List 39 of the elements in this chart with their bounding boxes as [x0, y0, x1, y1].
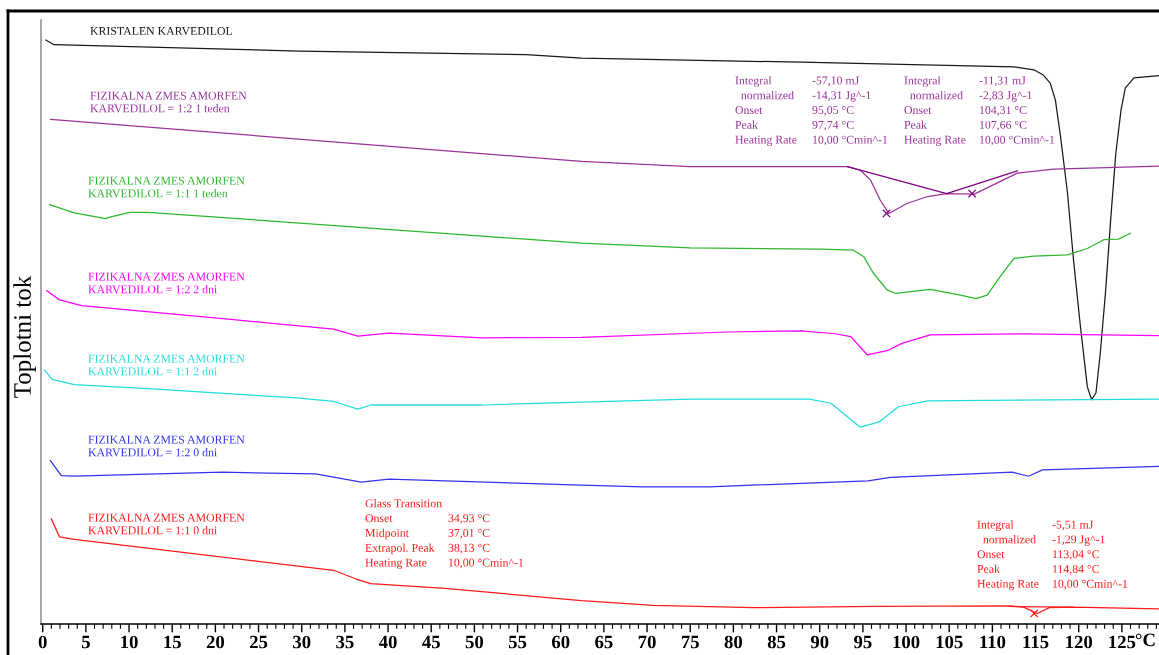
x-tick-label: 95	[854, 635, 872, 649]
x-tick-label: 0	[38, 635, 47, 649]
text: Integral -11,31 mJ normalized -2,83 Jg^-1 Onset 104,31 °C Peak 107,66 °C Heating Rate 10,00 °Cmin^-1	[904, 76, 1055, 147]
series-label: FIZIKALNA ZMES AMORFEN KARVEDILOL = 1:2 2 dni	[88, 272, 245, 294]
x-tick-label: 85	[767, 635, 786, 649]
text: Integral -5,51 mJ normalized -1,29 Jg^-1 Onset 113,04 °C Peak 114,84 °C Heating Rate 10,00 °Cmin^-1	[977, 520, 1128, 591]
x-tick-label: 55	[508, 635, 527, 649]
x-tick-label: 110	[980, 635, 1006, 649]
series-label: FIZIKALNA ZMES AMORFEN KARVEDILOL = 1:1 2 dni	[88, 354, 245, 376]
x-tick-label: 60	[551, 635, 570, 649]
text: Integral -57,10 mJ normalized -14,31 Jg^-1 Onset 95,05 °C Peak 97,74 °C Heating Rate 10,00 °Cmin^-1	[735, 76, 888, 147]
series-label: FIZIKALNA ZMES AMORFEN KARVEDILOL = 1:1 1 teden	[88, 176, 245, 198]
x-tick-label: 125	[1109, 635, 1136, 649]
x-tick-label: 10	[121, 635, 138, 649]
x-tick-label: 20	[206, 635, 225, 649]
series-label: FIZIKALNA ZMES AMORFEN KARVEDILOL = 1:1 0 dni	[88, 513, 245, 535]
x-tick-label: 115	[1023, 635, 1049, 649]
x-tick-label: 70	[638, 635, 656, 649]
x-tick-label: 25	[249, 635, 268, 649]
series-label: FIZIKALNA ZMES AMORFEN KARVEDILOL = 1:2 1 teden	[90, 91, 247, 113]
x-tick-label: 90	[810, 635, 829, 649]
x-tick-label: 105	[936, 635, 963, 649]
x-tick-label: 30	[293, 635, 311, 649]
x-tick-label: 45	[422, 635, 440, 649]
x-tick-label: 80	[724, 635, 743, 649]
x-tick-label: 65	[595, 635, 613, 649]
text: Glass Transition Onset 34,93 °C Midpoint 37,01 °C Extrapol. Peak 38,13 °C Heating Rate 10,00 °Cmin^-1	[365, 499, 524, 569]
series-label: FIZIKALNA ZMES AMORFEN KARVEDILOL = 1:2 0 dni	[88, 435, 245, 457]
x-tick-label: 120	[1066, 635, 1093, 649]
x-tick-label: 40	[378, 635, 397, 649]
x-tick-label: 5	[81, 635, 90, 649]
series-label: KRISTALEN KARVEDILOL	[90, 27, 232, 36]
x-axis-title: °C	[1135, 633, 1155, 647]
x-tick-label: 100	[893, 635, 920, 649]
x-tick-label: 15	[164, 635, 181, 649]
y-axis-title: Toplotni tok	[13, 275, 36, 398]
x-tick-label: 35	[336, 635, 354, 649]
x-tick-label: 50	[465, 635, 484, 649]
x-tick-label: 75	[681, 635, 699, 649]
